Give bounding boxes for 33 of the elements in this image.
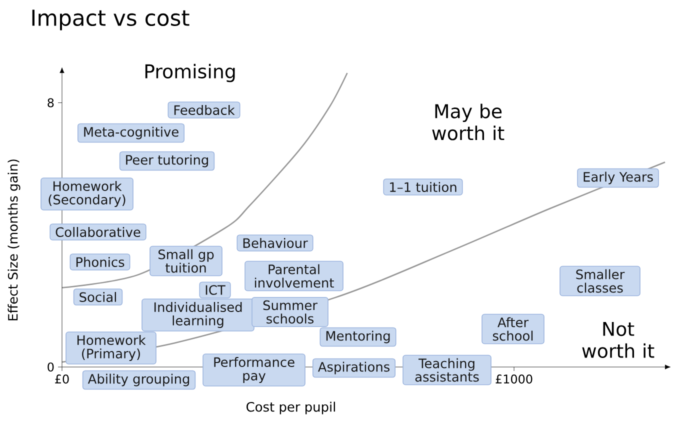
x-tick-label: £0 — [55, 374, 69, 384]
y-tick-label: 0 — [48, 362, 54, 372]
annotation: Small gp tuition — [158, 249, 214, 273]
annotation: Social — [80, 292, 116, 302]
annotation: Teaching assistants — [415, 358, 479, 382]
annotation: Performance pay — [214, 357, 294, 383]
annotation: Individualised learning — [154, 302, 242, 328]
annotation: ICT — [206, 285, 226, 295]
annotation: Smaller classes — [576, 269, 625, 293]
y-tick-label: 8 — [48, 98, 54, 108]
annotation: May be worth it — [432, 104, 504, 140]
annotation: Not worth it — [582, 322, 654, 358]
annotation: Mentoring — [326, 330, 390, 344]
annotation: Homework (Primary) — [77, 335, 146, 361]
annotation: Aspirations — [318, 362, 390, 374]
annotation: Phonics — [76, 256, 124, 268]
annotation: Early Years — [584, 172, 653, 184]
x-axis-title: Cost per pupil — [246, 402, 335, 414]
annotation: Peer tutoring — [126, 154, 208, 168]
annotation: Summer schools — [263, 300, 318, 324]
annotation: Behaviour — [243, 238, 308, 248]
annotation: Parental involvement — [254, 264, 334, 288]
x-tick-label: £1000 — [496, 374, 532, 384]
annotation: Collaborative — [56, 226, 140, 238]
annotation: 1–1 tuition — [390, 182, 456, 192]
text: Ability grouping — [88, 374, 190, 386]
annotation: Meta-cognitive — [84, 126, 178, 140]
y-axis-title: Effect Size (months gain) — [8, 160, 20, 320]
annotation: Promising — [145, 64, 235, 82]
chart-title: Impact vs cost — [32, 10, 190, 30]
annotation: Feedback — [174, 104, 235, 116]
annotation: After school — [492, 317, 533, 341]
annotation: Homework (Secondary) — [48, 181, 126, 207]
